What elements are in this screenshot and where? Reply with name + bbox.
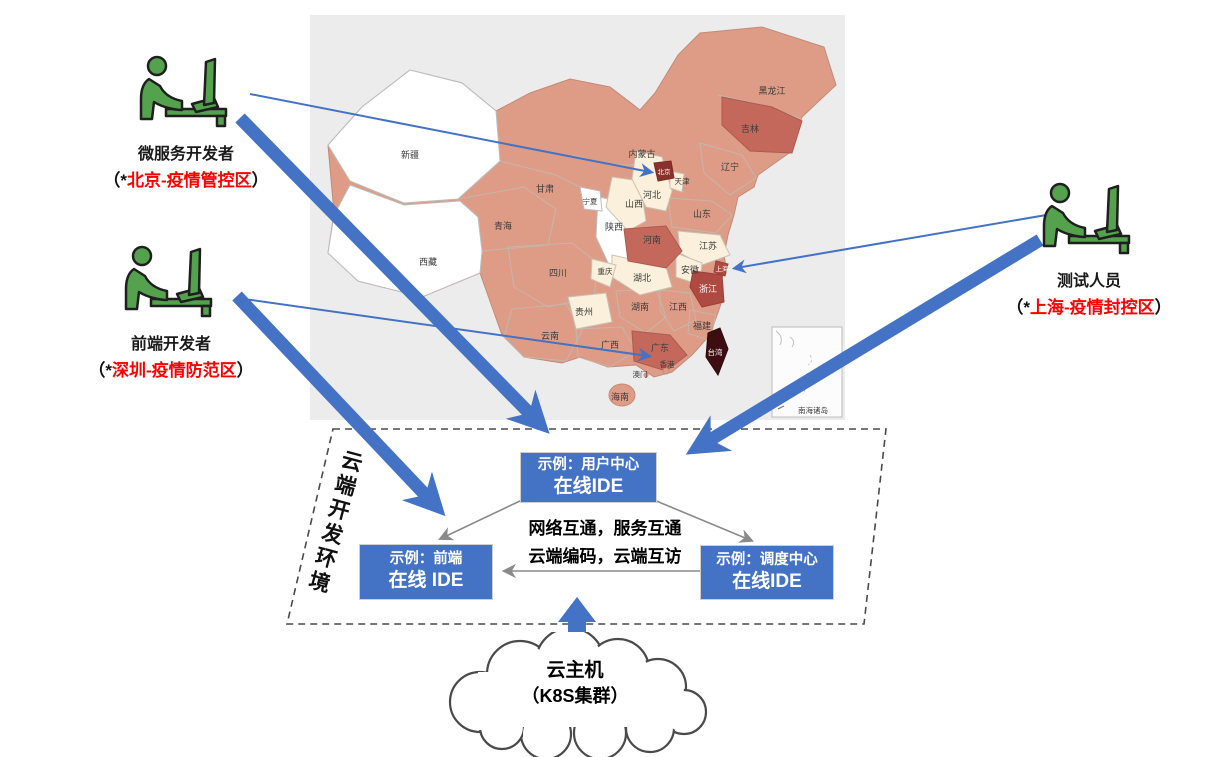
province-hainan-shape xyxy=(608,383,636,407)
label-liaoning: 辽宁 xyxy=(721,161,739,172)
cloud-host-subtitle: （K8S集群） xyxy=(521,686,629,706)
zone-text: 上海-疫情封控区 xyxy=(1029,298,1155,317)
persona-name: 前端开发者 xyxy=(130,336,211,353)
label-ningxia: 宁夏 xyxy=(583,196,598,206)
label-gansu: 甘肃 xyxy=(536,183,554,194)
label-guizhou: 贵州 xyxy=(575,306,593,317)
ide-box-frontend-subtitle: 在线 IDE xyxy=(388,570,464,592)
province-ningxia xyxy=(579,186,603,212)
persona-frontend-developer: 前端开发者 （*深圳-疫情防范区） xyxy=(42,245,300,381)
label-guangxi: 广西 xyxy=(601,339,619,350)
zone-close: ） xyxy=(1154,298,1172,317)
label-macau: 澳门 xyxy=(633,369,648,379)
inset-label: 南海诸岛 xyxy=(798,405,828,415)
china-epidemic-map: 南海诸岛 新疆 西藏 青海 甘肃 内蒙古 黑龙江 吉林 辽宁 北京 天津 河北 … xyxy=(310,15,845,420)
ide-box-scheduler-subtitle: 在线IDE xyxy=(732,570,802,592)
label-shandong: 山东 xyxy=(693,208,711,219)
zone-text: 北京-疫情管控区 xyxy=(126,171,252,190)
label-yunnan: 云南 xyxy=(541,330,559,341)
ide-box-user-center: 示例：用户中心 在线IDE xyxy=(520,452,657,503)
zone-text: 深圳-疫情防范区 xyxy=(111,361,237,380)
label-xizang: 西藏 xyxy=(419,256,437,267)
cloud-shape xyxy=(448,632,708,757)
province-macau-shape xyxy=(643,372,649,378)
zone-close: ） xyxy=(251,171,269,190)
persona-zone: （*深圳-疫情防范区） xyxy=(42,356,300,381)
developer-at-laptop-icon xyxy=(124,245,213,318)
province-xinjiang xyxy=(327,69,501,204)
label-fujian: 福建 xyxy=(693,320,711,331)
label-henan: 河南 xyxy=(643,234,661,245)
label-qinghai: 青海 xyxy=(494,220,512,231)
label-shanghai: 上海 xyxy=(716,264,730,273)
zone-close: ） xyxy=(236,361,254,380)
developer-at-laptop-icon xyxy=(139,55,228,128)
cloud-host-title: 云主机 xyxy=(546,660,604,681)
persona-zone: （*北京-疫情管控区） xyxy=(58,166,314,191)
jiangxi-border xyxy=(659,289,697,332)
interconnect-note: 网络互通，服务互通 云端编码，云端互访 xyxy=(495,515,715,570)
label-neimenggu: 内蒙古 xyxy=(628,148,655,159)
zone-open: （* xyxy=(1006,298,1030,317)
label-heilongjiang: 黑龙江 xyxy=(758,85,785,96)
province-beijing xyxy=(653,160,675,182)
persona-microservice-developer: 微服务开发者 （*北京-疫情管控区） xyxy=(58,55,314,191)
label-beijing: 北京 xyxy=(658,167,672,176)
ide-box-scheduler: 示例：调度中心 在线IDE xyxy=(700,545,834,600)
label-jiangsu: 江苏 xyxy=(699,240,717,251)
label-shaanxi: 陕西 xyxy=(605,221,623,232)
label-jilin: 吉林 xyxy=(741,123,759,134)
province-henan xyxy=(623,225,683,269)
label-xinjiang: 新疆 xyxy=(401,149,419,160)
province-hongkong-shape xyxy=(662,367,670,375)
interconnect-note-line2: 云端编码，云端互访 xyxy=(528,546,682,566)
ide-box-user-center-title: 示例：用户中心 xyxy=(537,456,640,473)
liaoning-border xyxy=(699,142,757,196)
persona-tester: 测试人员 （*上海-疫情封控区） xyxy=(978,182,1200,318)
label-sichuan: 四川 xyxy=(549,268,567,278)
cloud-host-label: 云主机 （K8S集群） xyxy=(455,655,695,708)
label-taiwan: 台湾 xyxy=(708,347,723,357)
ide-box-frontend-title: 示例：前端 xyxy=(389,551,463,568)
shandong-border xyxy=(667,197,733,234)
persona-name: 微服务开发者 xyxy=(137,146,234,163)
label-hainan: 海南 xyxy=(611,391,629,402)
south-sea-inset: 南海诸岛 xyxy=(771,326,843,418)
cloud-env-label: 云端开发环境 xyxy=(303,447,365,598)
ide-box-user-center-subtitle: 在线IDE xyxy=(553,475,624,497)
label-hunan: 湖南 xyxy=(631,301,649,312)
label-hongkong: 香港 xyxy=(660,359,675,369)
label-shanxi: 山西 xyxy=(625,199,643,209)
persona-name: 测试人员 xyxy=(1056,273,1121,290)
label-guangdong: 广东 xyxy=(651,342,669,353)
ide-box-scheduler-title: 示例：调度中心 xyxy=(716,551,818,568)
label-chongqing: 重庆 xyxy=(598,266,613,276)
label-tianjin: 天津 xyxy=(675,177,690,186)
label-zhejiang: 浙江 xyxy=(699,283,717,294)
province-jilin xyxy=(721,96,803,154)
zone-open: （* xyxy=(103,171,127,190)
china-map-svg: 南海诸岛 新疆 西藏 青海 甘肃 内蒙古 黑龙江 吉林 辽宁 北京 天津 河北 … xyxy=(327,26,843,418)
persona-zone: （*上海-疫情封控区） xyxy=(978,293,1200,318)
label-hebei: 河北 xyxy=(643,189,661,200)
interconnect-note-line1: 网络互通，服务互通 xyxy=(528,519,682,538)
ide-box-frontend: 示例：前端 在线 IDE xyxy=(359,544,493,600)
label-hubei: 湖北 xyxy=(633,273,651,283)
label-anhui: 安徽 xyxy=(681,264,699,275)
province-chongqing xyxy=(590,258,617,288)
zone-open: （* xyxy=(88,361,112,380)
developer-at-laptop-icon xyxy=(1042,182,1131,255)
label-jiangxi: 江西 xyxy=(669,302,687,312)
